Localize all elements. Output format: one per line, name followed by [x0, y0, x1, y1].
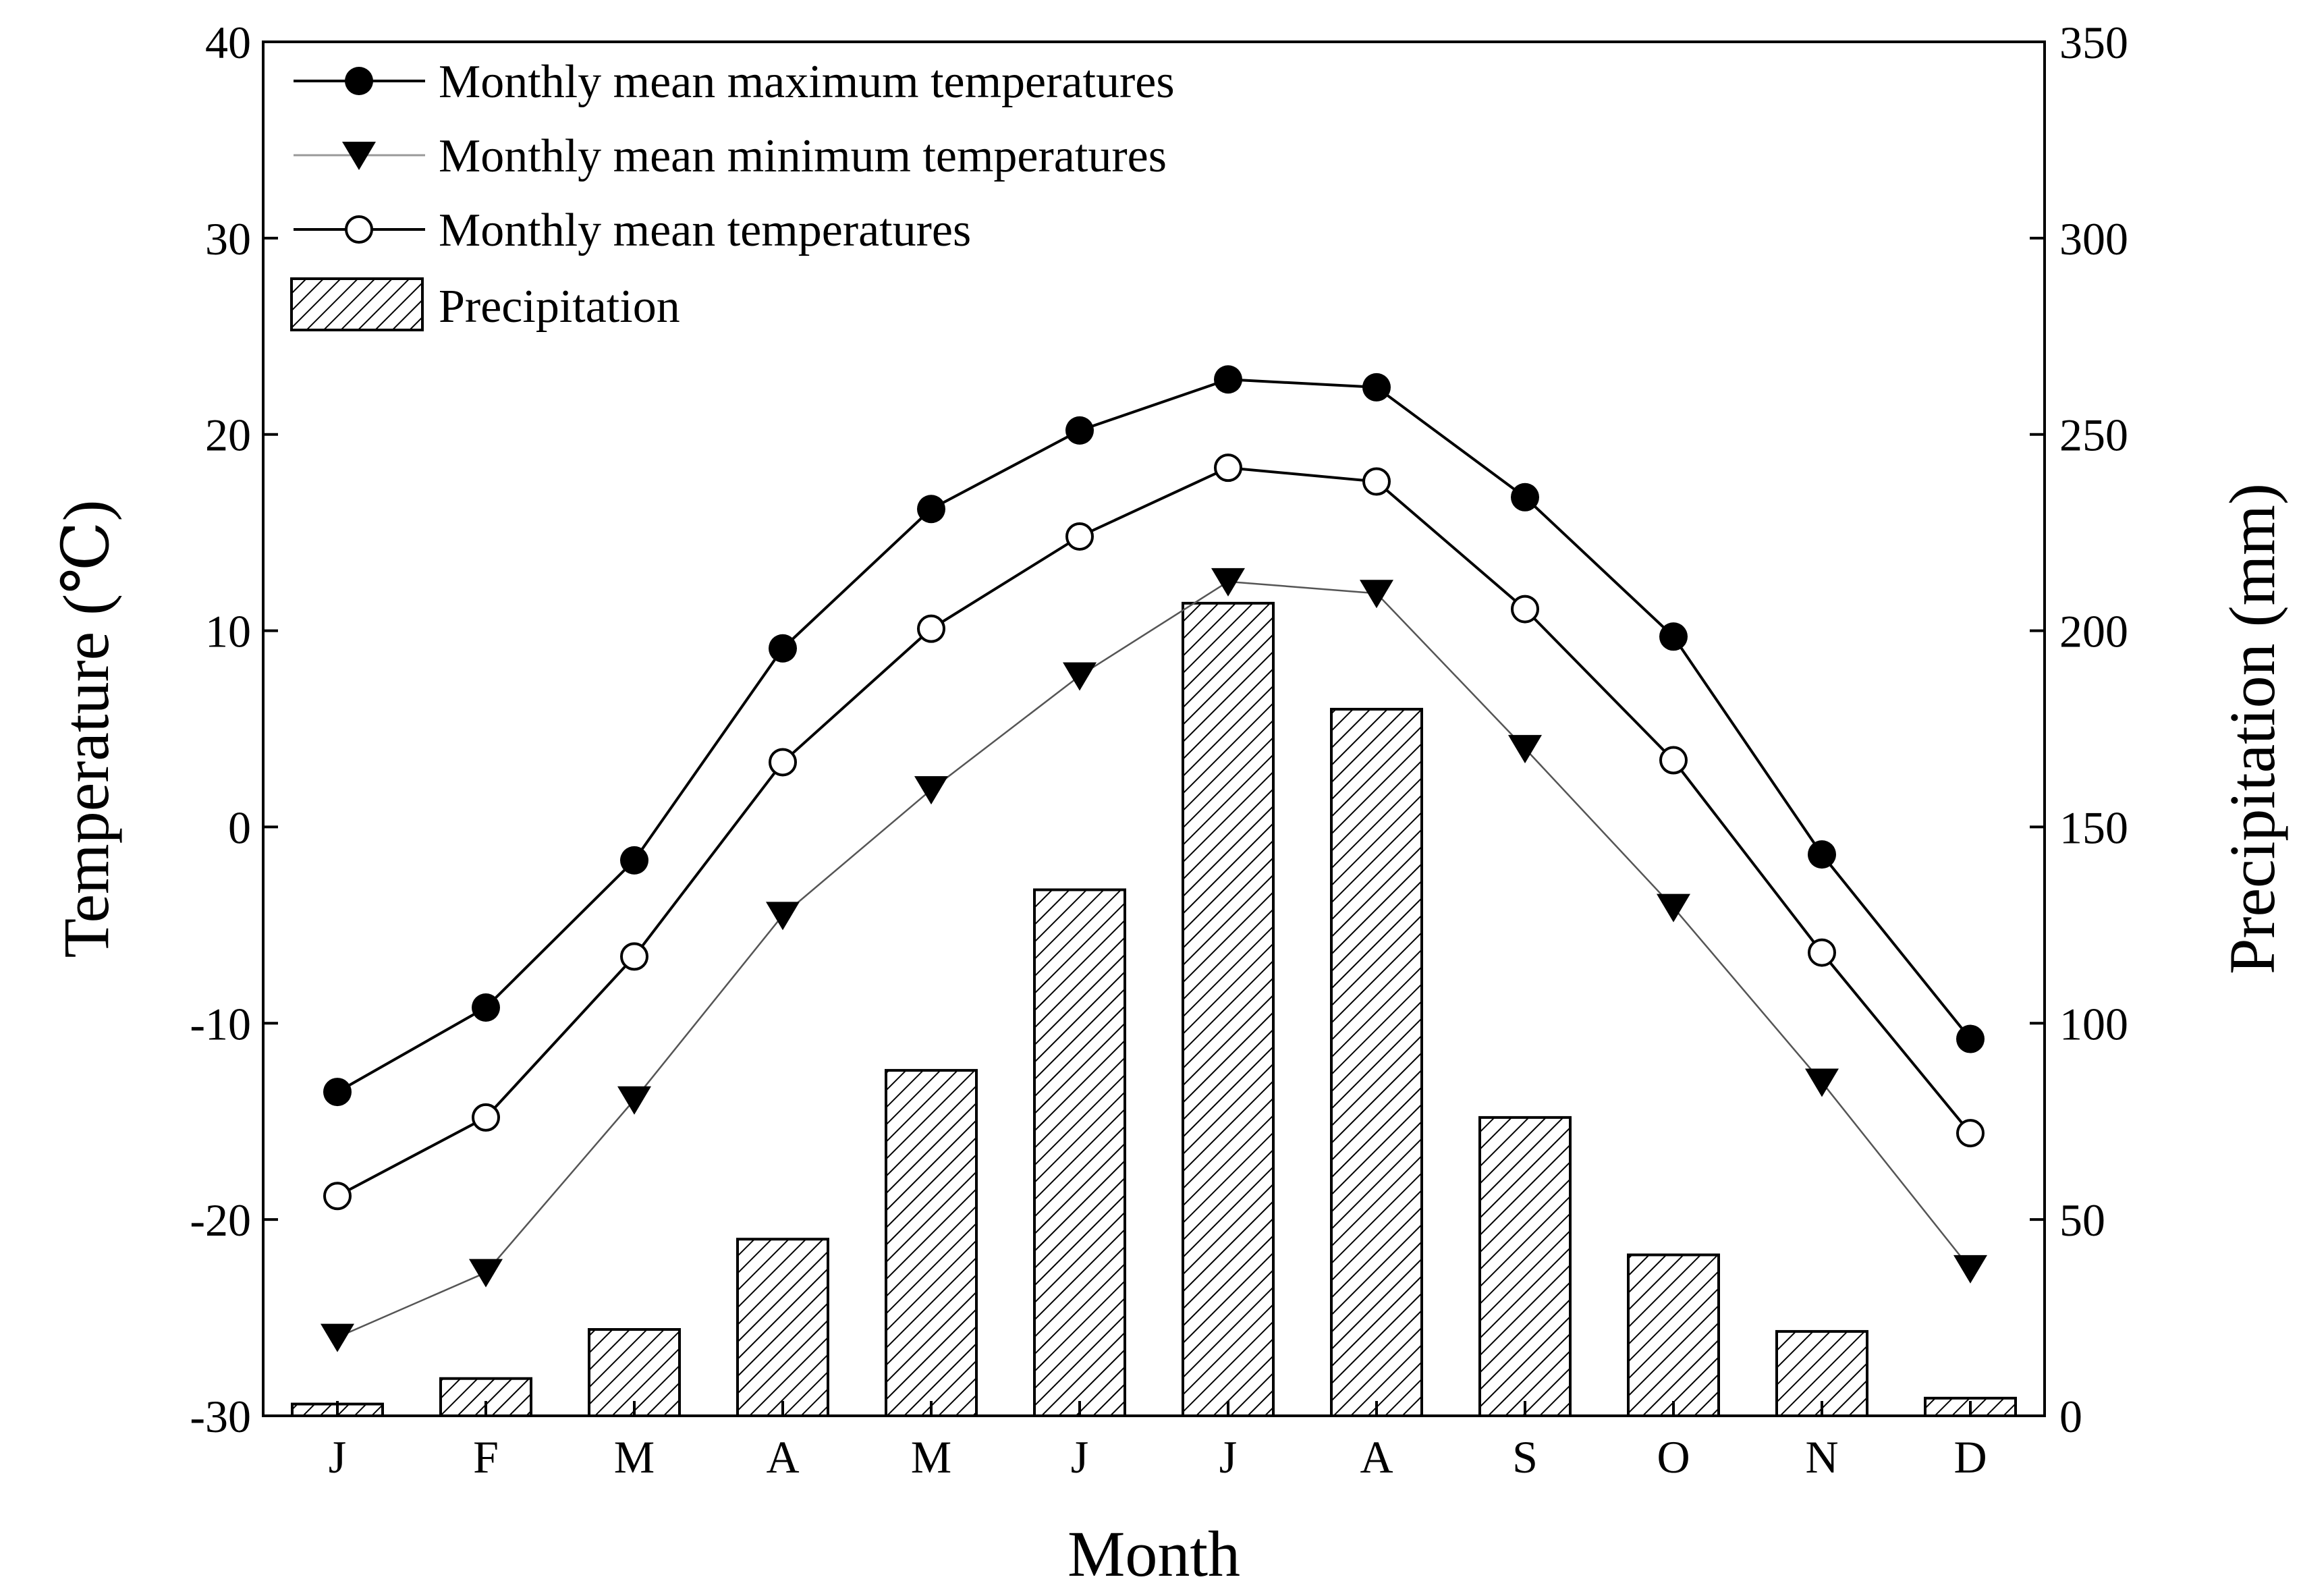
series-line: [337, 378, 1972, 1093]
left-tick-label: -10: [190, 998, 251, 1049]
right-axis-ticks: 350 300 250 200 150 100 50 0: [2030, 17, 2128, 1442]
precipitation-bar: [736, 1238, 829, 1417]
mean-temp-point: [769, 748, 797, 777]
max-temp-point: [323, 1078, 352, 1107]
series-line: [337, 466, 1972, 1198]
precipitation-bar: [1033, 888, 1126, 1417]
left-tick-label: 30: [205, 213, 251, 265]
right-tick-label: 0: [2059, 1391, 2082, 1442]
mean-temp-point: [1511, 595, 1539, 624]
min-temp-point: [1953, 1255, 1987, 1284]
max-temp-point: [917, 495, 945, 524]
legend-open-circle-marker: [345, 215, 373, 244]
right-tick-label: 100: [2059, 998, 2128, 1049]
min-temp-point: [1508, 735, 1542, 764]
mean-temp-point: [1808, 938, 1836, 967]
x-tick-label: D: [1953, 1431, 1987, 1483]
series-line: [337, 580, 1971, 1338]
x-axis-title: Month: [1068, 1518, 1240, 1590]
mean-temp-point: [917, 614, 945, 643]
left-tick-label: 40: [205, 17, 251, 68]
y-axis-left-title: Temperature (℃): [50, 500, 122, 958]
legend-item-mean: Monthly mean temperatures: [294, 204, 971, 256]
max-temp-point: [1808, 840, 1836, 869]
min-temp-point: [1211, 568, 1245, 597]
x-tick-label: A: [1360, 1431, 1393, 1483]
legend-item-precip: Precipitation: [290, 277, 680, 333]
left-tick-label: -20: [190, 1194, 251, 1246]
mean-temp-point: [1659, 746, 1688, 775]
max-temp-point: [1214, 365, 1242, 394]
x-tick-label: A: [766, 1431, 799, 1483]
left-tick-label: 20: [205, 410, 251, 461]
precipitation-bars: [291, 601, 2017, 1418]
x-tick-label: N: [1805, 1431, 1838, 1483]
legend-label-min: Monthly mean minimum temperatures: [439, 130, 1167, 182]
precipitation-bar: [1627, 1253, 1720, 1418]
max-temp-point: [1956, 1024, 1985, 1053]
min-temp-point: [766, 902, 800, 931]
legend-filled-circle-marker: [345, 67, 373, 95]
max-temp-point: [1511, 483, 1539, 512]
min-temp-point: [1805, 1068, 1839, 1097]
max-temp-point: [472, 993, 500, 1022]
mean-temp-point: [323, 1182, 352, 1211]
mean-temp-point: [1065, 522, 1094, 551]
x-tick-label: M: [614, 1431, 655, 1483]
x-tick-label: J: [329, 1431, 346, 1483]
temperature-lines: [337, 378, 1972, 1338]
right-tick-label: 300: [2059, 213, 2128, 265]
max-temp-point: [1362, 373, 1391, 402]
x-tick-label: J: [1071, 1431, 1088, 1483]
left-tick-label: 10: [205, 606, 251, 657]
max-temp-point: [769, 634, 797, 663]
mean-temp-point: [1214, 453, 1242, 483]
max-temp-point: [620, 846, 648, 875]
precipitation-bar: [1330, 707, 1423, 1417]
legend-item-max: Monthly mean maximum temperatures: [294, 56, 1175, 108]
legend-label-max: Monthly mean maximum temperatures: [439, 56, 1175, 108]
x-tick-label: S: [1512, 1431, 1538, 1483]
min-temp-point: [1657, 893, 1690, 923]
min-temp-point: [1360, 580, 1393, 609]
left-tick-label: -30: [190, 1391, 251, 1442]
mean-temp-point: [620, 942, 648, 971]
precipitation-bar: [885, 1069, 978, 1417]
legend-triangle-marker: [342, 142, 376, 170]
min-temp-point: [321, 1323, 354, 1352]
legend: Monthly mean maximum temperatures Monthl…: [290, 56, 1175, 333]
legend-item-min: Monthly mean minimum temperatures: [294, 130, 1167, 182]
mean-temp-point: [1956, 1119, 1985, 1148]
right-tick-label: 150: [2059, 802, 2128, 853]
precipitation-bar: [1182, 601, 1275, 1417]
min-temp-point: [469, 1259, 503, 1288]
legend-hatched-swatch: [290, 277, 424, 331]
precipitation-bar: [1478, 1116, 1572, 1417]
x-tick-label: J: [1219, 1431, 1237, 1483]
right-tick-label: 250: [2059, 410, 2128, 461]
mean-temp-point: [472, 1103, 500, 1132]
legend-label-mean: Monthly mean temperatures: [439, 204, 971, 256]
plot-frame: [262, 40, 2046, 1417]
y-axis-right-title: Precipitation (mm): [2216, 483, 2288, 974]
max-temp-point: [1659, 622, 1688, 651]
max-temp-point: [1065, 416, 1094, 445]
min-temp-point: [1063, 662, 1097, 691]
right-tick-label: 50: [2059, 1194, 2105, 1246]
right-tick-label: 350: [2059, 17, 2128, 68]
x-tick-label: M: [911, 1431, 951, 1483]
legend-label-precip: Precipitation: [439, 281, 680, 333]
x-tick-label: F: [473, 1431, 499, 1483]
left-tick-label: 0: [228, 802, 251, 853]
left-axis-ticks: 40 30 20 10 0 -10 -20 -30: [190, 17, 278, 1442]
min-temp-point: [914, 776, 948, 805]
min-temp-point: [617, 1086, 651, 1115]
mean-temp-point: [1362, 467, 1391, 496]
right-tick-label: 200: [2059, 606, 2128, 657]
temperature-markers: [321, 365, 1987, 1352]
x-tick-label: O: [1657, 1431, 1690, 1483]
